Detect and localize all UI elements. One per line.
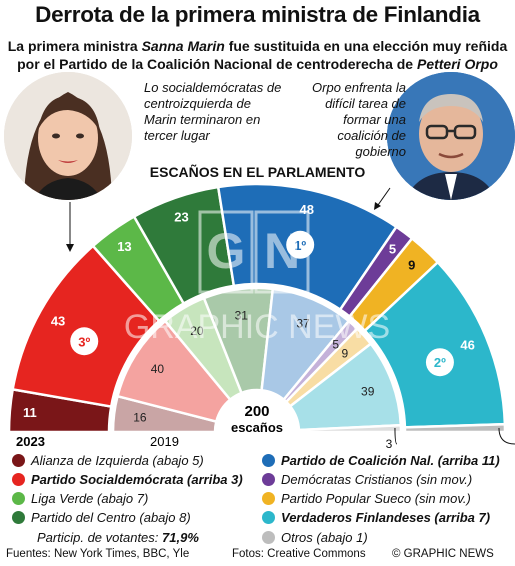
legend-item-finns-party: Verdaderos Finlandeses (arriba 7) [262, 510, 490, 525]
rank-label-verdaderos-finlandeses: 2º [434, 355, 446, 370]
legend-item-centre-party: Partido del Centro (abajo 8) [12, 510, 191, 525]
seat-label-2023-partido-del-centro: 23 [174, 210, 188, 225]
labels-2023: 114313234859462 [23, 202, 515, 445]
ring-label-2019: 2019 [150, 434, 179, 449]
seat-label-2019-otros: 3 [386, 437, 393, 451]
legend-item-left-alliance: Alianza de Izquierda (abajo 5) [12, 453, 204, 468]
seat-label-2019-liga-verde: 20 [190, 324, 204, 338]
seat-label-2019-alianza-de-izquierda: 16 [133, 411, 147, 425]
seat-sector-2019-otros [297, 423, 403, 434]
seat-label-2019-verdaderos-finlandeses: 39 [361, 384, 375, 398]
seat-label-2019-democratas-cristianos: 5 [332, 337, 339, 351]
seat-label-2023-alianza-de-izquierda: 11 [23, 405, 37, 420]
watermark-g-letter: G [207, 223, 246, 279]
labels-2019: 16 40 20 31 37 59 39 3 [133, 308, 398, 451]
footer-photos: Fotos: Creative Commons [232, 548, 366, 560]
seat-label-2023-partido-popular-sueco: 9 [408, 257, 415, 272]
legend-item-swedish-peoples-party: Partido Popular Sueco (sin mov.) [262, 491, 471, 506]
subtitle-line-2: por el Partido de la Coalición Nacional … [17, 56, 498, 72]
watermark-n-letter: N [264, 223, 300, 279]
chart-title: ESCAÑOS EN EL PARLAMENTO [149, 164, 366, 180]
subtitle-line-1: La primera ministra Sanna Marin fue sust… [7, 38, 508, 54]
rank-label-partido-de-coalicion-nal: 1º [294, 238, 306, 253]
portrait-left-image [4, 72, 132, 200]
turnout: Particip. de votantes: 71,9% [37, 530, 199, 545]
legend-item-national-coalition: Partido de Coalición Nal. (arriba 11) [262, 453, 500, 468]
footer-sources: Fuentes: New York Times, BBC, Yle [6, 548, 190, 560]
sanna-marin-portrait [4, 72, 132, 200]
portrait-right-image [387, 72, 515, 200]
total-seats: 200 [244, 403, 269, 420]
legend-item-christian-democrats: Demócratas Cristianos (sin mov.) [262, 472, 472, 487]
footer-credit: © GRAPHIC NEWS [392, 548, 494, 560]
center-disc [217, 392, 297, 472]
legend-item-others: Otros (abajo 1) [262, 530, 368, 545]
ring-label-2023: 2023 [16, 434, 45, 449]
total-unit: escaños [231, 420, 283, 435]
hook-2019-otros [394, 427, 398, 445]
seat-label-2019-partido-popular-sueco: 9 [342, 347, 349, 361]
rank-label-partido-socialdemocrata: 3º [78, 334, 90, 349]
seat-label-2023-partido-socialdemocrata: 43 [51, 313, 65, 328]
watermark: G N GRAPHIC NEWS [124, 210, 390, 346]
legend-item-social-democrats: Partido Socialdemócrata (arriba 3) [12, 472, 243, 487]
seat-label-2023-verdaderos-finlandeses: 46 [460, 337, 474, 352]
seat-sector-2019-partido-socialdemocrata [116, 319, 232, 424]
page-title: Derrota de la primera ministra de Finlan… [35, 2, 480, 27]
annotation-right: Orpo enfrenta la difícil tarea de formar… [312, 80, 406, 159]
seat-label-2019-partido-de-coalicion-nal: 37 [296, 317, 310, 331]
seat-label-2023-liga-verde: 13 [117, 239, 131, 254]
seat-label-2019-partido-del-centro: 31 [235, 308, 249, 322]
watermark-text: GRAPHIC NEWS [124, 308, 390, 346]
seat-sector-2023-otros [403, 422, 507, 434]
seat-label-2019-partido-socialdemocrata: 40 [151, 362, 165, 376]
rank-badge-verdaderos-finlandeses [425, 348, 454, 377]
hook-2023-otros [498, 427, 515, 445]
pointer-right-head [374, 202, 381, 210]
pointer-left-head [66, 244, 74, 252]
rank-badge-partido-socialdemocrata [70, 327, 99, 356]
legend-item-green-league: Liga Verde (abajo 7) [12, 491, 148, 506]
pointer-right [377, 187, 391, 206]
seat-label-2023-democratas-cristianos: 5 [389, 241, 396, 256]
petteri-orpo-portrait [387, 72, 515, 200]
annotation-left: Lo socialdemócratas de centroizquierda d… [144, 80, 282, 143]
ring-2019 [111, 286, 403, 434]
